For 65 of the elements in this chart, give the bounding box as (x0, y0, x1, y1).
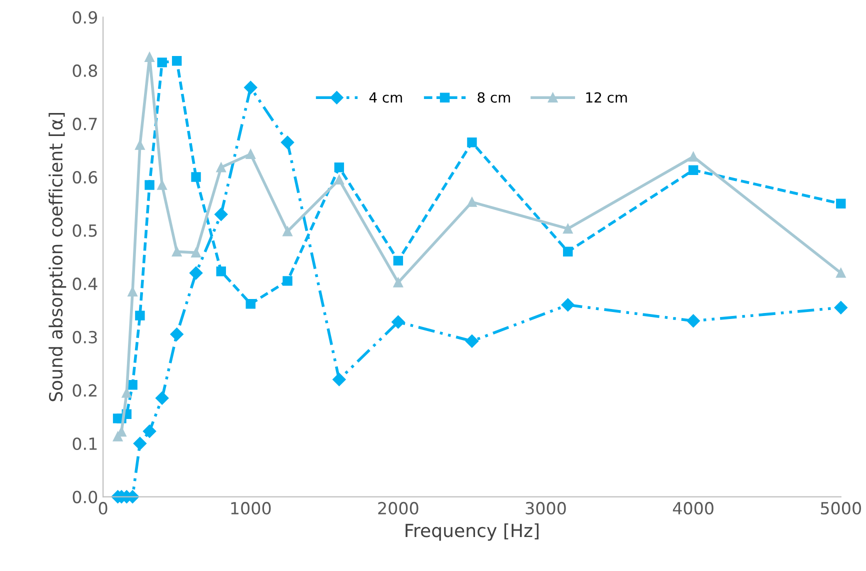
point (157, 180, 167, 190)
point (332, 372, 346, 386)
point (214, 208, 228, 221)
point (393, 256, 404, 266)
point (172, 246, 182, 256)
point (144, 52, 154, 62)
legend-label: 4 cm (369, 92, 402, 103)
y-tick-label: 0.1 (72, 437, 97, 450)
point (686, 314, 700, 328)
point (189, 266, 203, 280)
point (688, 152, 698, 162)
point (128, 286, 138, 296)
point (393, 278, 404, 288)
point (334, 162, 344, 172)
point (467, 197, 477, 207)
x-tick-label: 4000 (672, 502, 714, 515)
point (191, 248, 201, 258)
point (191, 172, 201, 182)
point (465, 334, 479, 348)
x-tick-label: 5000 (820, 502, 861, 515)
legend-label: 12 cm (586, 92, 627, 103)
legend-label: 8 cm (478, 92, 510, 103)
point (688, 165, 698, 175)
point (246, 149, 256, 159)
point (157, 58, 167, 68)
y-tick-label: 0.9 (72, 11, 98, 24)
y-tick-label: 0.4 (72, 278, 98, 290)
point (172, 56, 182, 66)
point (334, 174, 344, 185)
point (216, 162, 226, 172)
y-tick-label: 0.2 (72, 384, 97, 397)
y-tick-label: 0.6 (72, 170, 98, 184)
point (246, 298, 256, 309)
y-tick-label: 0.5 (72, 224, 97, 237)
x-tick-label: 0 (98, 502, 108, 515)
point (144, 180, 154, 190)
point (836, 198, 846, 209)
point (133, 436, 147, 450)
point (244, 80, 258, 94)
point (216, 266, 226, 276)
point (282, 226, 292, 236)
point (280, 136, 294, 149)
x-axis-title: Frequency [Hz] (406, 523, 538, 541)
x-tick-label: 2000 (378, 502, 418, 515)
y-tick-label: 0.8 (72, 64, 98, 77)
point (135, 140, 145, 150)
point (834, 300, 848, 314)
point (170, 328, 184, 341)
point (563, 224, 573, 234)
y-tick-label: 0.3 (72, 330, 97, 344)
point (128, 380, 138, 390)
point (135, 310, 145, 320)
point (561, 298, 574, 312)
x-tick-label: 3000 (526, 502, 566, 515)
point (282, 276, 292, 286)
y-tick-label: 0.0 (72, 490, 98, 504)
point (467, 138, 477, 148)
point (155, 392, 169, 405)
point (836, 268, 846, 278)
point (142, 424, 156, 438)
point (563, 246, 573, 256)
y-axis-title: Sound absorption coefficient [α] (48, 113, 66, 402)
x-tick-label: 1000 (231, 502, 271, 515)
y-tick-label: 0.7 (72, 118, 97, 130)
point (392, 315, 405, 329)
